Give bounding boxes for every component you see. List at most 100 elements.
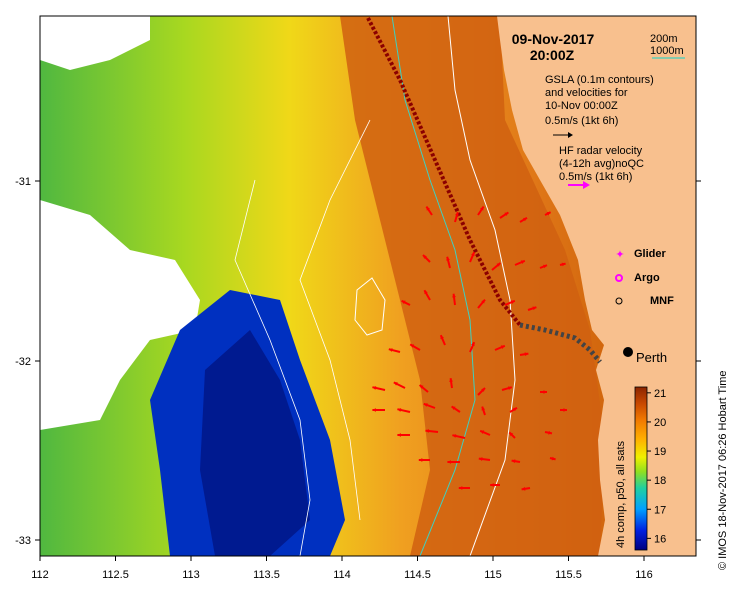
- current-vector-arrow: [560, 408, 567, 412]
- colorbar-ticks: 16 17 18 19 20 21: [647, 388, 666, 545]
- depth-key-200m-label: 200m: [650, 33, 678, 45]
- current-vector-arrow: [423, 402, 436, 409]
- current-vector-arrow: [423, 289, 431, 301]
- current-vector-arrow: [452, 434, 466, 439]
- map-frame: [39, 15, 697, 557]
- current-vector-arrow: [509, 406, 518, 413]
- current-vector-arrow: [393, 381, 406, 389]
- x-tick-label: 114: [333, 569, 351, 581]
- gsla-scale-label: 0.5m/s (1kt 6h): [545, 115, 618, 127]
- current-vector-arrow: [544, 430, 553, 435]
- map-time: 20:00Z: [530, 47, 575, 63]
- current-vector-arrow: [418, 458, 430, 462]
- current-vector-arrow: [469, 251, 476, 263]
- current-vector-arrow: [499, 211, 509, 219]
- current-vector-arrow: [422, 254, 431, 263]
- cloud-gap-region: [40, 200, 200, 430]
- current-vector-arrow: [519, 216, 528, 223]
- current-vector-arrow: [397, 408, 411, 413]
- argo-marker: [615, 274, 623, 282]
- gsla-scale-arrow: [553, 132, 573, 138]
- current-vector-arrow: [494, 344, 506, 351]
- x-tick-label: 113.5: [253, 569, 280, 581]
- colorbar: 16 17 18 19 20 21 4h comp, p50, all sats: [615, 386, 666, 551]
- current-vector-arrow: [425, 206, 433, 216]
- colorbar-tick-label: 21: [654, 388, 666, 400]
- colorbar-tick-label: 16: [654, 533, 666, 545]
- colorbar-ramp: [634, 386, 648, 551]
- current-vector-arrow: [544, 211, 552, 216]
- current-vector-arrow: [511, 459, 521, 464]
- city-label: Perth: [636, 350, 667, 365]
- current-vector-arrow: [447, 460, 460, 464]
- current-vector-arrow: [519, 352, 529, 357]
- depth-contour-1000m: [391, 16, 476, 556]
- hf-radar-scale-label: 0.5m/s (1kt 6h): [559, 171, 632, 183]
- current-vector-arrow: [458, 486, 470, 490]
- current-vector-arrow: [454, 211, 459, 223]
- perth-marker: [623, 347, 633, 357]
- colorbar-label: 4h comp, p50, all sats: [615, 440, 627, 548]
- current-vector-arrow: [452, 293, 456, 306]
- current-vector-arrow: [549, 456, 556, 461]
- y-axis: -31 -32 -33: [15, 176, 701, 547]
- current-vector-arrow: [490, 483, 500, 487]
- current-vector-arrow: [477, 206, 485, 216]
- mnf-track: [519, 322, 602, 364]
- x-axis: 112 112.5 113 113.5 114 114.5 115 115.5 116: [31, 556, 653, 581]
- current-vector-arrow: [425, 429, 439, 433]
- gsla-label-line-3: 10-Nov 00:00Z: [545, 100, 618, 112]
- cool-water-core: [200, 330, 310, 556]
- current-vector-arrow: [409, 343, 421, 351]
- colorbar-tick-label: 19: [654, 446, 666, 458]
- current-vector-arrow: [479, 429, 491, 436]
- hf-radar-label-line-2: (4-12h avg)noQC: [559, 158, 644, 170]
- current-vector-arrow: [397, 433, 410, 437]
- current-vector-arrow: [446, 256, 451, 269]
- colorbar-tick-label: 18: [654, 475, 666, 487]
- colorbar-tick-label: 20: [654, 417, 666, 429]
- current-vector-arrow: [401, 299, 411, 306]
- current-vector-arrow: [477, 387, 486, 396]
- current-vector-arrow: [372, 386, 386, 391]
- gsla-contour: [234, 179, 311, 556]
- current-vector-arrow: [539, 264, 548, 269]
- gsla-eddy-contour: [354, 277, 386, 336]
- gsla-contour: [299, 119, 371, 521]
- gsla-label-line-2: and velocities for: [545, 87, 628, 99]
- credit-text: © IMOS 18-Nov-2017 06:26 Hobart Time: [717, 371, 729, 570]
- y-tick-label: -32: [15, 356, 31, 368]
- glider-track: [366, 17, 522, 327]
- current-vector-arrow: [508, 431, 516, 439]
- glider-legend-label: Glider: [634, 248, 667, 260]
- current-vector-arrow: [501, 386, 513, 391]
- x-tick-label: 112.5: [102, 569, 129, 581]
- y-tick-label: -31: [15, 176, 31, 188]
- hf-radar-vector-field: [372, 206, 567, 491]
- current-vector-arrow: [388, 348, 401, 353]
- current-vector-arrow: [439, 334, 446, 346]
- glider-marker: ✦: [615, 249, 624, 261]
- hf-radar-scale-arrow: [568, 181, 590, 189]
- current-vector-arrow: [469, 341, 476, 353]
- current-vector-arrow: [527, 306, 537, 311]
- x-tick-label: 113: [182, 569, 200, 581]
- hf-radar-label-line-1: HF radar velocity: [559, 145, 643, 157]
- gsla-label-line-1: GSLA (0.1m contours): [545, 74, 654, 86]
- current-vector-arrow: [491, 262, 502, 271]
- current-vector-arrow: [521, 486, 531, 491]
- current-vector-arrow: [418, 384, 429, 393]
- current-vector-arrow: [481, 406, 486, 416]
- map-panel: [40, 16, 696, 556]
- mnf-marker: [615, 297, 623, 305]
- current-vector-arrow: [451, 405, 461, 413]
- current-vector-arrow: [514, 259, 526, 266]
- y-tick-label: -33: [15, 535, 31, 547]
- depth-contour-200m: [447, 16, 516, 556]
- x-tick-label: 112: [31, 569, 49, 581]
- x-tick-label: 116: [635, 569, 653, 581]
- depth-key-1000m-label: 1000m: [650, 45, 684, 57]
- current-vector-arrow: [504, 299, 516, 306]
- current-vector-arrow: [478, 457, 491, 461]
